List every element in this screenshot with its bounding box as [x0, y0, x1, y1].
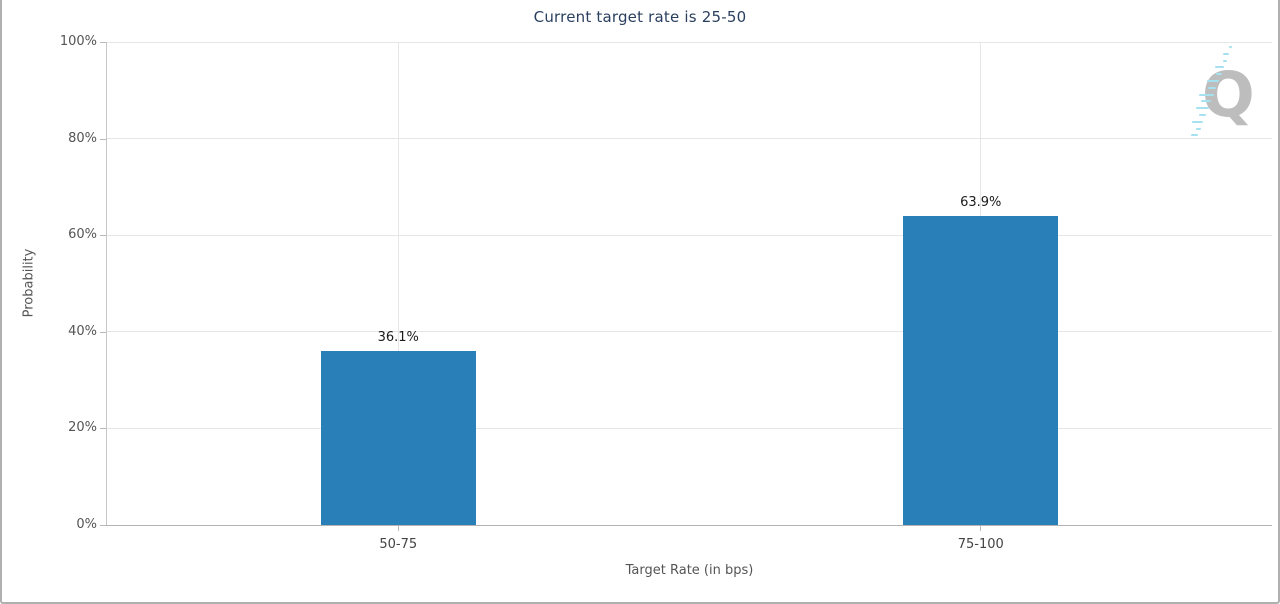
y-axis-title: Probability	[21, 248, 37, 318]
y-gridline	[107, 427, 1272, 429]
logo-dash	[1229, 46, 1232, 48]
x-axis-tick	[397, 526, 399, 531]
logo-dash	[1195, 127, 1201, 130]
bar-75-100[interactable]	[903, 216, 1059, 525]
logo-dash	[1201, 100, 1212, 103]
y-axis-tick-label: 100%	[59, 34, 97, 49]
y-axis-tick-label: 40%	[68, 323, 97, 339]
y-axis-tick	[100, 235, 106, 237]
logo-dash	[1222, 59, 1227, 62]
plot-area: 36.1% 63.9%	[107, 41, 1272, 525]
logo-dash	[1207, 80, 1219, 82]
y-axis-tick-label: 0%	[76, 517, 97, 532]
x-axis-category-label: 75-100	[957, 537, 1004, 552]
y-axis-tick	[100, 525, 106, 526]
y-axis-tick-label: 80%	[68, 130, 97, 146]
logo-dash	[1198, 93, 1214, 96]
y-axis-tick	[100, 138, 106, 140]
bar-value-label: 63.9%	[960, 195, 1002, 211]
chart-title: Current target rate is 25-50	[533, 8, 747, 26]
quandl-logo[interactable]: Q	[1180, 46, 1260, 146]
y-gridline	[107, 234, 1272, 236]
y-gridline	[107, 138, 1272, 140]
logo-dash	[1208, 86, 1217, 89]
y-axis-tick-label: 60%	[68, 227, 97, 243]
logo-dash	[1223, 52, 1230, 55]
y-axis-tick	[100, 42, 106, 43]
y-gridline	[107, 331, 1272, 333]
x-axis-title: Target Rate (in bps)	[625, 563, 754, 578]
bar-value-label: 36.1%	[377, 329, 419, 345]
x-gridline	[397, 42, 399, 525]
y-axis-tick	[100, 331, 106, 333]
logo-dash	[1199, 114, 1206, 116]
logo-dash	[1191, 134, 1199, 137]
logo-dash	[1215, 73, 1222, 76]
y-gridline	[107, 41, 1272, 43]
x-axis-category-label: 50-75	[379, 537, 418, 552]
bar-50-75[interactable]	[320, 350, 476, 525]
logo-dash	[1192, 120, 1204, 123]
x-axis-tick	[980, 526, 982, 531]
logo-dashes	[1180, 46, 1236, 142]
x-axis-line	[106, 525, 1272, 526]
logo-dash	[1215, 66, 1225, 69]
y-axis-tick-label: 20%	[68, 420, 97, 436]
logo-dash	[1195, 107, 1209, 110]
y-axis-line	[106, 42, 107, 526]
y-axis-tick	[100, 428, 106, 430]
